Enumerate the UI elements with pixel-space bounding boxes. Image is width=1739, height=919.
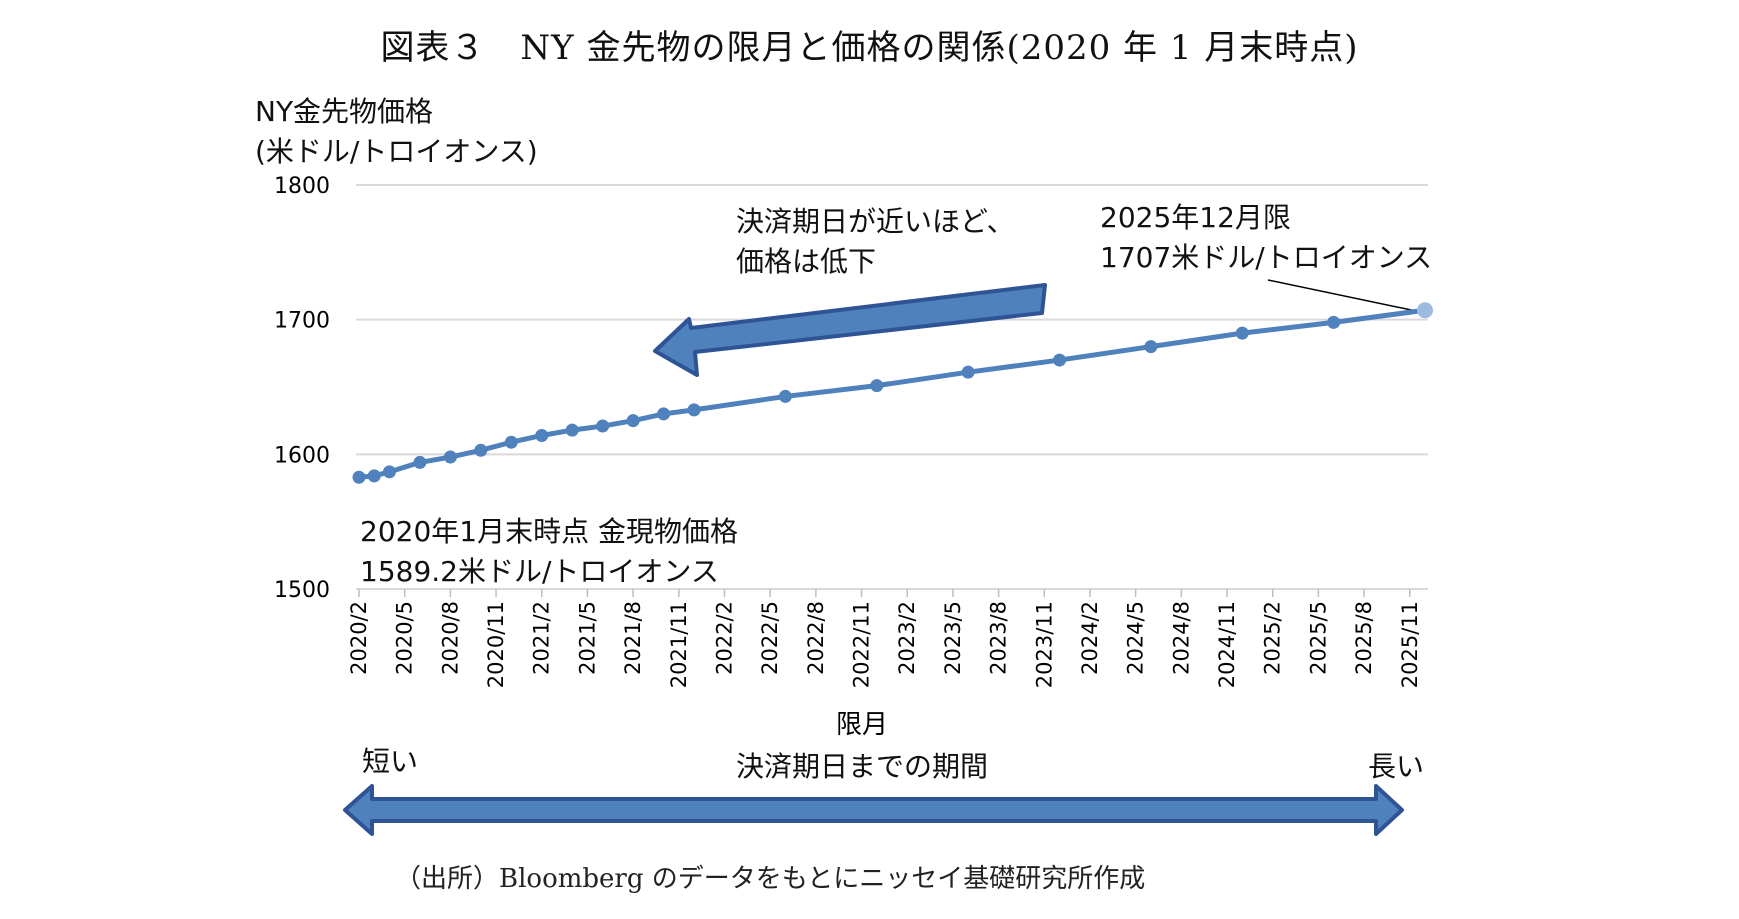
price-line <box>358 307 1426 480</box>
x-tick-label: 2020/2 <box>347 601 371 675</box>
data-point <box>1327 315 1341 329</box>
futures-series <box>352 302 1433 484</box>
end-contract-label: 2025年12月限 <box>1100 201 1291 234</box>
x-tick-label: 2022/11 <box>850 601 874 688</box>
data-point <box>1235 326 1249 340</box>
x-tick-label: 2024/11 <box>1215 601 1239 688</box>
y-axis-label-line2: (米ドル/トロイオンス) <box>255 135 538 168</box>
data-point <box>504 435 518 449</box>
x-tick-label: 2023/2 <box>895 601 919 675</box>
x-tick-label: 2024/8 <box>1169 601 1193 675</box>
spot-price-label: 2020年1月末時点 金現物価格 <box>360 515 738 548</box>
period-bar-title: 決済期日までの期間 <box>735 750 988 783</box>
data-point <box>565 423 579 437</box>
data-point <box>474 443 488 457</box>
data-point <box>687 403 701 417</box>
data-point <box>778 389 792 403</box>
left-arrow-icon <box>653 283 1047 377</box>
end-contract-price: 1707米ドル/トロイオンス <box>1100 241 1433 274</box>
data-point <box>1053 353 1067 367</box>
data-point <box>382 465 396 479</box>
data-point <box>596 419 610 433</box>
x-tick-label: 2023/8 <box>987 601 1011 675</box>
y-tick-labels: 1500 1600 1700 1800 <box>274 174 330 603</box>
x-tick-label: 2021/11 <box>667 601 691 688</box>
y-tick-label: 1500 <box>274 578 330 603</box>
x-tick-label: 2021/2 <box>530 601 554 675</box>
x-tick-label: 2025/2 <box>1261 601 1285 675</box>
y-tick-label: 1800 <box>274 174 330 199</box>
x-tick-label: 2025/11 <box>1398 601 1422 688</box>
x-tick-label: 2022/8 <box>804 601 828 675</box>
x-tick-label: 2020/8 <box>438 601 462 675</box>
y-axis-label-line1: NY金先物価格 <box>255 95 434 128</box>
data-point <box>413 455 427 469</box>
data-point <box>367 469 381 483</box>
data-point <box>1144 340 1158 354</box>
x-tick-labels: 2020/2 2020/5 2020/8 2020/11 2021/2 2021/5 202… <box>347 589 1422 688</box>
data-point <box>1417 302 1433 319</box>
x-tick-label: 2021/8 <box>621 601 645 675</box>
x-tick-label: 2023/11 <box>1032 601 1056 688</box>
figure-title: 図表３ NY 金先物の限月と価格の関係(2020 年 1 月末時点) <box>380 28 1359 68</box>
period-long-label: 長い <box>1368 750 1425 783</box>
x-tick-label: 2023/5 <box>941 601 965 675</box>
y-tick-label: 1600 <box>274 443 330 468</box>
data-point <box>352 470 366 484</box>
x-tick-label: 2025/8 <box>1352 601 1376 675</box>
x-axis-label: 限月 <box>836 710 888 740</box>
callout-leader-line <box>1267 279 1417 312</box>
x-tick-label: 2022/5 <box>758 601 782 675</box>
x-tick-label: 2025/5 <box>1306 601 1330 675</box>
x-tick-label: 2024/2 <box>1078 601 1102 675</box>
y-axis-label: NY金先物価格 (米ドル/トロイオンス) <box>255 92 538 172</box>
x-tick-label: 2020/5 <box>393 601 417 675</box>
trend-annotation: 決済期日が近いほど、 価格は低下 <box>736 202 1015 282</box>
data-point <box>626 414 640 428</box>
data-point <box>961 365 975 379</box>
double-arrow-icon <box>343 784 1404 836</box>
data-point <box>657 407 671 421</box>
x-tick-label: 2024/5 <box>1124 601 1148 675</box>
spot-price-value: 1589.2米ドル/トロイオンス <box>360 555 719 588</box>
period-short-label: 短い <box>362 745 419 778</box>
x-tick-label: 2021/5 <box>575 601 599 675</box>
data-point <box>870 379 884 393</box>
data-point <box>535 428 549 442</box>
source-note: （出所）Bloomberg のデータをもとにニッセイ基礎研究所作成 <box>395 864 1146 894</box>
trend-annotation-line2: 価格は低下 <box>736 245 877 278</box>
end-contract-annotation: 2025年12月限 1707米ドル/トロイオンス <box>1100 198 1432 278</box>
y-tick-label: 1700 <box>274 309 330 334</box>
spot-price-annotation: 2020年1月末時点 金現物価格 1589.2米ドル/トロイオンス <box>360 512 738 592</box>
x-tick-label: 2020/11 <box>484 601 508 688</box>
x-tick-label: 2022/2 <box>712 601 736 675</box>
trend-annotation-line1: 決済期日が近いほど、 <box>736 205 1015 238</box>
data-point <box>443 450 457 464</box>
